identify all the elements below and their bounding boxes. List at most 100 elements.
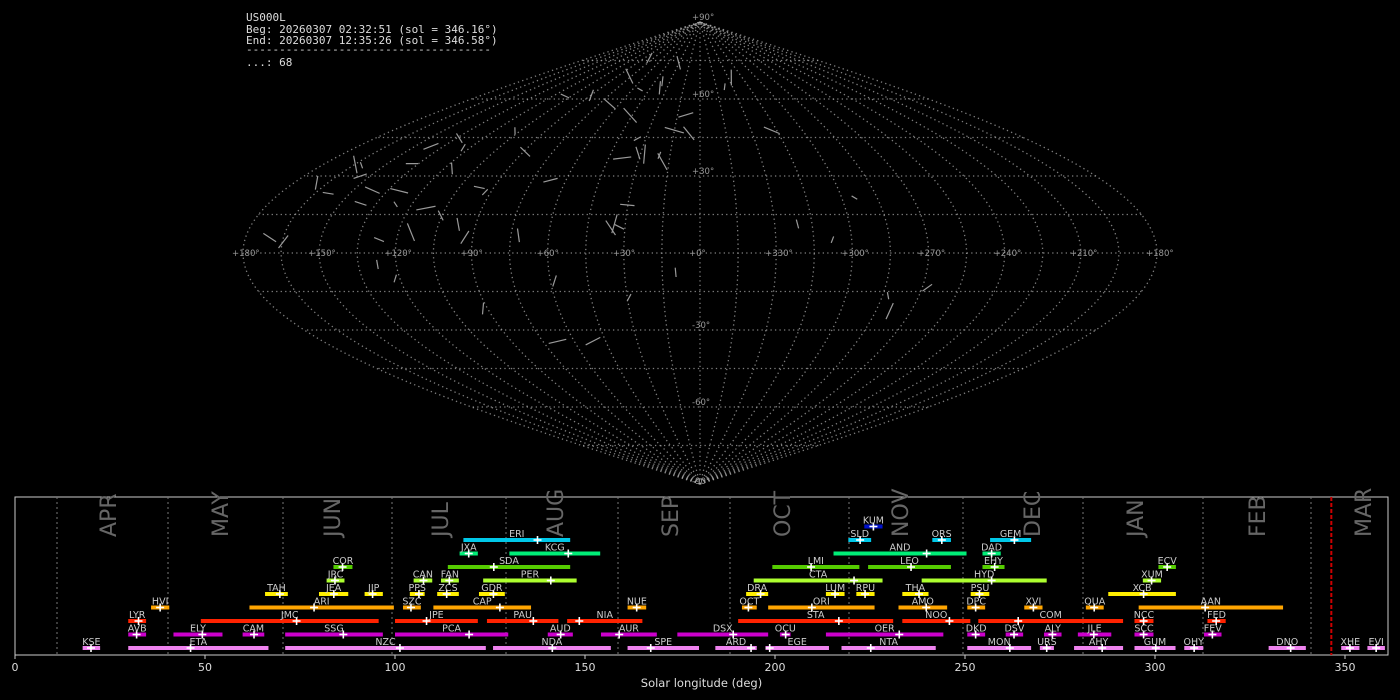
x-tick-label: 200 — [765, 661, 786, 674]
longitude-label: +30° — [613, 249, 635, 259]
shower-code-label: JXA — [460, 543, 477, 554]
meteor-trail — [278, 235, 289, 249]
meteor-trail — [661, 76, 664, 87]
month-label: JUN — [321, 498, 346, 539]
shower-sda: SDA — [447, 556, 571, 571]
longitude-label: +240° — [994, 249, 1022, 259]
shower-nta: NTA — [841, 637, 936, 652]
shower-cor: COR — [333, 556, 354, 571]
meteor-trail — [588, 89, 595, 102]
activity-bar — [249, 605, 394, 610]
shower-code-label: NDA — [542, 637, 563, 648]
shower-dra: DRA — [746, 583, 769, 598]
activity-bar — [509, 551, 601, 556]
shower-ard: ARD — [715, 637, 757, 652]
shower-code-label: URS — [1037, 637, 1057, 648]
shower-code-label: DSV — [1004, 624, 1024, 635]
shower-code-label: DKD — [966, 624, 987, 635]
shower-code-label: PCA — [442, 624, 461, 635]
shower-code-label: SCC — [1134, 624, 1154, 635]
shower-hvi: HVI — [151, 597, 170, 612]
activity-bar — [395, 619, 478, 623]
shower-leo: LEO — [868, 556, 951, 571]
shower-code-label: DSX — [713, 624, 733, 635]
shower-code-label: RPU — [856, 583, 875, 594]
shower-jip: JIP — [364, 583, 383, 598]
shower-spe: SPE — [627, 637, 699, 652]
shower-code-label: ARI — [314, 597, 330, 608]
longitude-gridline — [699, 21, 1044, 485]
meteor-trail — [613, 156, 632, 160]
shower-avb: AVB — [128, 624, 147, 639]
shower-code-label: JLE — [1087, 624, 1102, 635]
shower-ocu: OCU — [775, 624, 796, 639]
activity-bar — [483, 578, 577, 583]
shower-and: AND — [833, 543, 967, 558]
longitude-label: +90° — [461, 249, 483, 259]
meteor-trail — [322, 191, 334, 195]
meteor-trail — [795, 219, 800, 229]
latitude-label: +60° — [692, 90, 714, 100]
shower-code-label: JMC — [280, 610, 299, 621]
shower-code-label: ERI — [509, 529, 524, 540]
shower-code-label: GDR — [481, 583, 503, 594]
shower-code-label: DRA — [747, 583, 768, 594]
shower-code-label: KCG — [545, 543, 565, 554]
x-tick-label: 50 — [198, 661, 212, 674]
shower-code-label: SPE — [654, 637, 672, 648]
longitude-gridline — [699, 21, 853, 485]
meteor-trail — [674, 267, 677, 278]
meteor-trail — [678, 112, 694, 118]
shower-kse: KSE — [82, 637, 101, 652]
shower-ors: ORS — [932, 529, 952, 544]
shower-ari: ARI — [249, 597, 394, 612]
month-label: JAN — [1124, 499, 1149, 539]
x-tick-label: 150 — [575, 661, 596, 674]
shower-scc: SCC — [1134, 624, 1154, 639]
shower-gdr: GDR — [478, 583, 505, 598]
shower-oer: OER — [825, 624, 944, 639]
shower-sta: STA — [738, 610, 894, 625]
meteor-trail — [851, 195, 858, 200]
shower-code-label: DNO — [1276, 637, 1298, 648]
shower-code-label: CAN — [413, 570, 433, 581]
shower-code-label: QUA — [1084, 597, 1105, 608]
shower-code-label: LUM — [825, 583, 845, 594]
shower-qua: QUA — [1084, 597, 1106, 612]
activity-bar — [921, 578, 1047, 583]
shower-can: CAN — [413, 570, 433, 585]
shower-code-label: THA — [905, 583, 926, 594]
shower-jrc: JRC — [326, 570, 345, 585]
meteor-trail — [406, 223, 416, 242]
activity-bar — [1138, 605, 1284, 610]
meteor-trail — [437, 210, 444, 221]
shower-evi: EVI — [1367, 637, 1385, 652]
meteor-trail — [637, 87, 643, 92]
activity-bar — [173, 632, 223, 637]
shower-code-label: COM — [1040, 610, 1062, 621]
meteor-trail — [481, 302, 485, 315]
shower-aur: AUR — [600, 624, 657, 639]
longitude-gridline — [699, 21, 1006, 485]
shower-code-label: ECV — [1158, 556, 1178, 567]
shower-fan: FAN — [441, 570, 459, 585]
shower-dad: DAD — [981, 543, 1002, 558]
shower-kcg: KCG — [509, 543, 601, 558]
shower-code-label: NUE — [627, 597, 647, 608]
meteor-trail — [625, 68, 634, 84]
shower-pau: PAU — [486, 610, 559, 625]
meteor-trail — [473, 185, 485, 190]
shower-sld: SLD — [848, 529, 872, 544]
shower-code-label: AMO — [912, 597, 934, 608]
longitude-gridline — [699, 21, 1082, 485]
shower-oct: OCT — [739, 597, 759, 612]
meteor-trail — [548, 338, 567, 345]
activity-bar — [285, 632, 383, 637]
meteor-trail — [393, 201, 398, 208]
meteor-trail — [460, 143, 466, 152]
shower-code-label: OHY — [1184, 637, 1205, 648]
shower-com: COM — [978, 610, 1124, 625]
longitude-gridline — [623, 21, 701, 485]
meteor-trail — [664, 126, 685, 134]
meteor-trail — [657, 151, 662, 159]
